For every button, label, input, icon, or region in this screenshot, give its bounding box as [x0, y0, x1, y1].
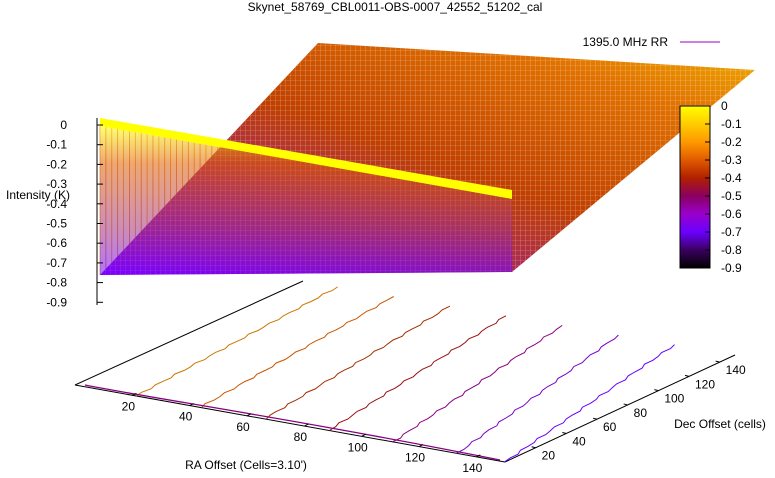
- colorbar-gradient: [679, 105, 711, 269]
- contour-line: [84, 384, 501, 461]
- y-tick-mark: [623, 403, 628, 406]
- contour-line: [391, 324, 563, 443]
- y-tick-label: 120: [695, 377, 715, 391]
- colorbar-tick-label: -0.3: [721, 153, 742, 167]
- z-tick-label: -0.8: [46, 276, 67, 290]
- colorbar-tick-label: -0.7: [721, 225, 742, 239]
- base-axes: [74, 118, 736, 463]
- contour-lines: [84, 286, 675, 463]
- x-tick-mark: [246, 413, 252, 417]
- colorbar-tick-label: -0.9: [721, 261, 742, 275]
- surface-edge-strip: [100, 118, 512, 199]
- z-tick-label: -0.4: [46, 197, 67, 211]
- x-tick-mark: [304, 423, 309, 427]
- z-tick-label: -0.5: [46, 217, 67, 231]
- contour-line: [504, 344, 675, 463]
- x-tick-mark: [361, 433, 366, 437]
- y-tick-mark: [592, 417, 598, 420]
- axis-left-base: [74, 280, 304, 386]
- y-tick-mark: [654, 389, 659, 392]
- colorbar-tick-label: -0.6: [721, 207, 742, 221]
- z-tick-label: -0.6: [46, 236, 67, 250]
- z-tick-label: -0.7: [46, 256, 67, 270]
- x-tick-mark: [189, 403, 194, 406]
- x-axis-line: [74, 384, 506, 463]
- colorbar: 0 -0.1 -0.2 -0.3 -0.4 -0.5 -0.6 -0.7 -0.8 -0.9: [679, 99, 742, 275]
- x-ticks: 20 40 60 80 100 120 140: [122, 392, 483, 475]
- y-tick-label: 100: [664, 392, 684, 406]
- z-tick-label: -0.1: [46, 138, 67, 152]
- y-tick-label: 20: [542, 449, 556, 463]
- x-tick-label: 140: [462, 461, 482, 475]
- z-tick-label: -0.3: [46, 177, 67, 191]
- y-tick-mark: [684, 374, 690, 377]
- colorbar-tick-label: -0.4: [721, 171, 742, 185]
- surface: [100, 43, 755, 275]
- legend-label: 1395.0 MHz RR: [583, 35, 669, 49]
- y-tick-mark: [715, 360, 720, 363]
- y-tick-label: 140: [726, 363, 746, 377]
- contour-line: [455, 334, 619, 454]
- contour-line: [201, 296, 394, 408]
- colorbar-ticks: 0 -0.1 -0.2 -0.3 -0.4 -0.5 -0.6 -0.7 -0.8 -0.9: [705, 99, 742, 275]
- x-axis-label: RA Offset (Cells=3.10'): [185, 458, 307, 472]
- contour-line: [265, 305, 451, 420]
- colorbar-tick-label: -0.8: [721, 243, 742, 257]
- y-ticks: 20 40 60 80 100 120 140: [531, 360, 746, 463]
- y-tick-label: 80: [634, 406, 648, 420]
- y-axis-label: Dec Offset (cells): [674, 417, 766, 431]
- contour-line: [329, 315, 507, 431]
- x-tick-mark: [418, 444, 424, 448]
- z-axis-label: Intensity (K): [6, 188, 70, 202]
- colorbar-tick-label: -0.1: [721, 117, 742, 131]
- contour-line: [135, 286, 338, 397]
- x-tick-label: 60: [236, 420, 250, 434]
- y-axis-line: [504, 354, 736, 463]
- legend: 1395.0 MHz RR: [583, 35, 720, 49]
- x-tick-label: 40: [179, 410, 193, 424]
- y-tick-mark: [562, 431, 567, 434]
- y-tick-label: 60: [603, 420, 617, 434]
- x-tick-label: 80: [294, 430, 308, 444]
- x-tick-label: 20: [122, 399, 136, 413]
- chart-title: Skynet_58769_CBL0011-OBS-0007_42552_5120…: [248, 0, 543, 14]
- z-tick-label: -0.9: [46, 295, 67, 309]
- x-tick-label: 100: [348, 440, 368, 454]
- x-tick-mark: [476, 454, 481, 458]
- colorbar-tick-label: -0.2: [721, 135, 742, 149]
- z-tick-label: 0: [60, 118, 67, 132]
- y-tick-label: 40: [572, 434, 586, 448]
- x-tick-label: 120: [405, 451, 425, 465]
- colorbar-tick-label: 0: [721, 99, 728, 113]
- y-tick-mark: [531, 446, 536, 449]
- z-ticks: 0 -0.1 -0.2 -0.3 -0.4 -0.5 -0.6 -0.7 -0.8 -0.9: [46, 118, 103, 309]
- surface-edge-side: [100, 126, 512, 275]
- x-tick-mark: [132, 392, 137, 396]
- z-tick-label: -0.2: [46, 157, 67, 171]
- colorbar-tick-label: -0.5: [721, 189, 742, 203]
